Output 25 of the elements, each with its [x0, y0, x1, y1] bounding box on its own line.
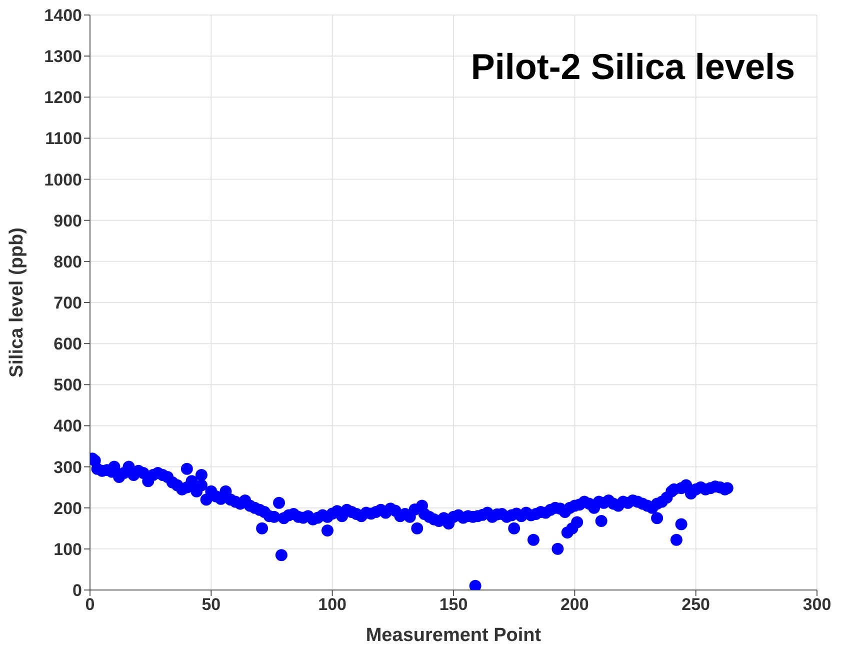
y-tick-label: 500 — [54, 376, 82, 395]
x-tick-label: 0 — [85, 595, 95, 614]
x-tick-label: 50 — [202, 595, 221, 614]
y-tick-label: 1200 — [44, 88, 82, 108]
x-tick-label: 150 — [439, 595, 468, 614]
y-tick-label: 900 — [54, 211, 82, 230]
y-tick-label: 300 — [54, 458, 82, 477]
y-tick-label: 100 — [54, 540, 82, 559]
y-tick-label: 600 — [54, 334, 82, 354]
y-axis-title: Silica level (ppb) — [6, 228, 28, 378]
y-tick-label: 200 — [54, 498, 82, 518]
x-axis-title: Measurement Point — [366, 625, 542, 646]
y-tick-label: 800 — [54, 252, 82, 272]
y-tick-label: 1300 — [44, 47, 82, 66]
y-tick-label: 700 — [54, 294, 82, 313]
y-tick-label: 400 — [54, 416, 82, 436]
x-tick-label: 100 — [318, 595, 347, 614]
y-tick-label: 1000 — [44, 170, 82, 190]
text: Pilot-2 Silica levels — [470, 46, 795, 88]
x-tick-label: 300 — [802, 595, 832, 614]
y-tick-label: 1400 — [44, 6, 82, 26]
x-tick-label: 250 — [682, 595, 710, 614]
y-tick-label: 0 — [72, 581, 82, 600]
x-tick-label: 200 — [560, 595, 589, 614]
y-tick-label: 1100 — [45, 129, 82, 148]
